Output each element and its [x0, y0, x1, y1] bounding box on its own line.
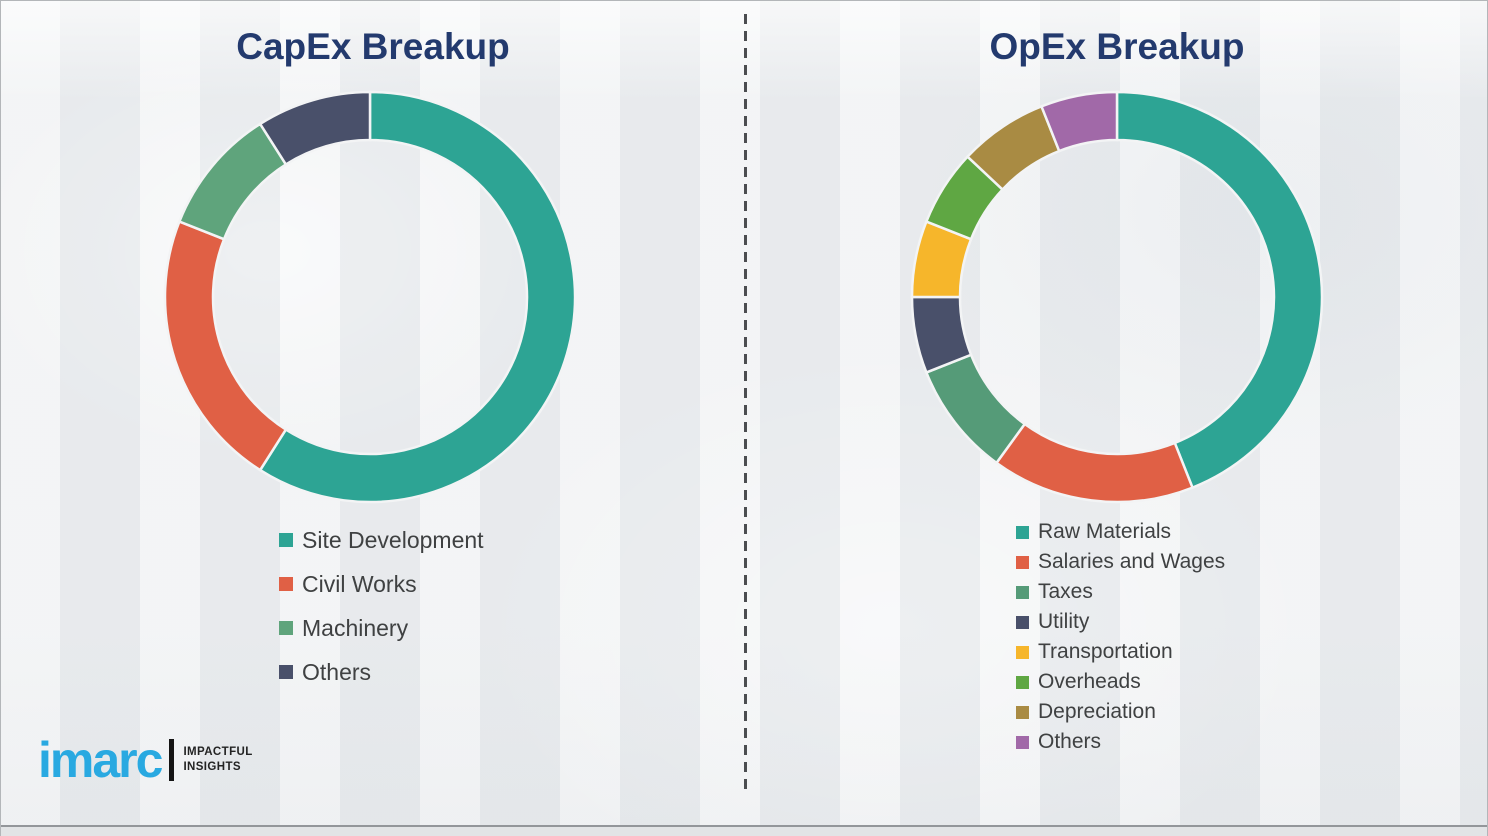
legend-label-salaries-and-wages: Salaries and Wages — [1038, 550, 1226, 573]
legend-swatch-salaries-and-wages — [1016, 555, 1029, 569]
legend-label-site-development: Site Development — [302, 526, 484, 553]
legend-swatch-machinery — [279, 621, 293, 635]
legend-label-civil-works: Civil Works — [302, 570, 417, 597]
bottom-edge-strip — [0, 825, 1488, 836]
legend-item-taxes: Taxes — [1016, 577, 1225, 607]
opex-legend: Raw Materials Salaries and Wages Taxes U… — [1016, 517, 1225, 757]
legend-item-depreciation: Depreciation — [1016, 697, 1225, 727]
legend-swatch-raw-materials — [1016, 525, 1029, 539]
opex-title: OpEx Breakup — [989, 26, 1245, 67]
legend-swatch-transportation — [1016, 645, 1029, 659]
legend-item-utility: Utility — [1016, 607, 1225, 637]
dashed-divider — [744, 14, 747, 792]
imarc-logo: imarc IMPACTFUL INSIGHTS — [38, 735, 253, 785]
legend-item-transportation: Transportation — [1016, 637, 1225, 667]
imarc-logo-divider-bar — [169, 739, 175, 781]
legend-label-machinery: Machinery — [302, 614, 409, 641]
legend-item-machinery: Machinery — [279, 606, 484, 650]
donut-segment-raw-materials — [1115, 90, 1324, 490]
legend-label-opex-others: Others — [1038, 730, 1102, 753]
legend-swatch-opex-others — [1016, 735, 1029, 749]
legend-item-raw-materials: Raw Materials — [1016, 517, 1225, 547]
legend-label-taxes: Taxes — [1038, 580, 1093, 603]
legend-swatch-capex-others — [279, 665, 293, 679]
legend-item-overheads: Overheads — [1016, 667, 1225, 697]
capex-legend: Site Development Civil Works Machinery O… — [279, 518, 484, 694]
imarc-logo-tagline: IMPACTFUL INSIGHTS — [183, 745, 252, 775]
capex-title: CapEx Breakup — [236, 26, 510, 67]
legend-label-transportation: Transportation — [1038, 640, 1173, 663]
legend-swatch-taxes — [1016, 585, 1029, 599]
legend-swatch-utility — [1016, 615, 1029, 629]
donut-segment-civil-works — [163, 219, 288, 472]
donut-segment-salaries-and-wages — [994, 422, 1195, 504]
legend-label-utility: Utility — [1038, 610, 1090, 633]
legend-label-overheads: Overheads — [1038, 670, 1141, 693]
legend-label-capex-others: Others — [302, 658, 372, 685]
opex-donut-chart — [910, 90, 1324, 504]
capex-donut-chart — [163, 90, 577, 504]
imarc-logo-wordmark: imarc — [38, 732, 163, 788]
legend-label-depreciation: Depreciation — [1038, 700, 1156, 723]
legend-item-site-development: Site Development — [279, 518, 484, 562]
legend-swatch-depreciation — [1016, 705, 1029, 719]
imarc-tagline-line1: IMPACTFUL — [183, 746, 253, 759]
legend-swatch-civil-works — [279, 577, 293, 591]
legend-item-salaries-and-wages: Salaries and Wages — [1016, 547, 1225, 577]
legend-item-capex-others: Others — [279, 650, 484, 694]
legend-swatch-overheads — [1016, 675, 1029, 689]
legend-item-opex-others: Others — [1016, 727, 1225, 757]
legend-item-civil-works: Civil Works — [279, 562, 484, 606]
legend-swatch-site-development — [279, 533, 293, 547]
legend-label-raw-materials: Raw Materials — [1038, 520, 1172, 543]
imarc-tagline-line2: INSIGHTS — [183, 761, 241, 773]
